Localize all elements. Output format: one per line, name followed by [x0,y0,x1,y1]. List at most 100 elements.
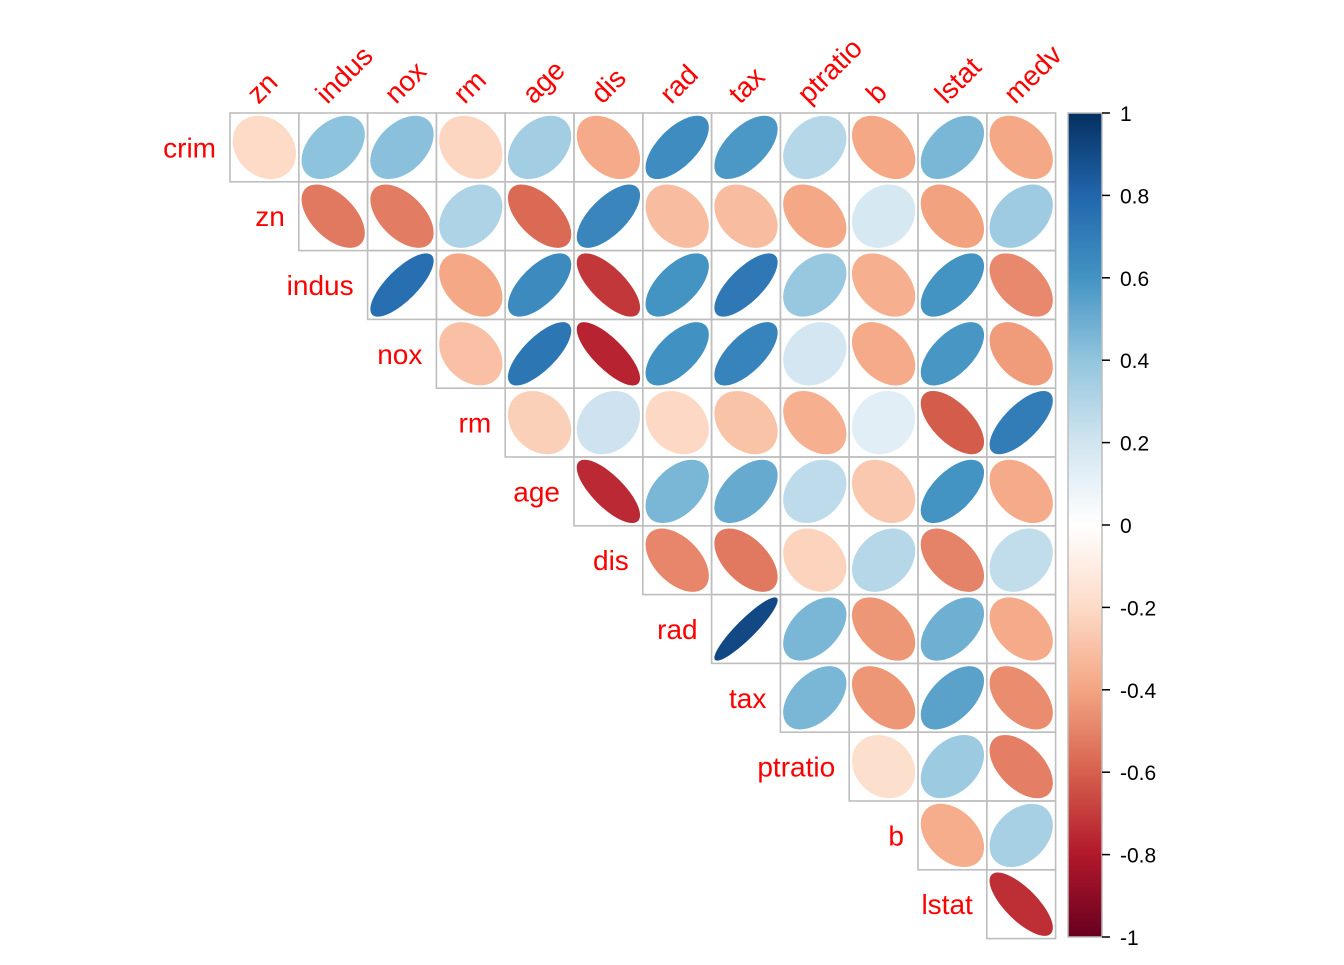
correlation-ellipse [920,115,985,180]
column-label: ptratio [791,32,868,109]
correlation-ellipse [507,115,572,180]
column-label: age [516,54,571,109]
cell-border [985,868,1057,940]
correlation-ellipse [783,322,847,386]
correlation-ellipse [920,597,985,661]
correlation-ellipse [370,184,434,248]
correlation-ellipse [920,322,985,386]
correlation-ellipse [851,459,916,524]
correlation-ellipse [920,803,985,868]
correlation-ellipse [714,322,778,386]
row-label: rm [459,408,492,439]
column-label: rad [654,59,705,110]
correlation-ellipse [714,597,778,661]
row-label: dis [593,545,629,576]
correlation-ellipse [301,115,365,180]
correlation-ellipse [851,666,916,730]
correlation-ellipse [920,666,985,730]
correlation-ellipse [920,253,985,317]
colorbar-tick-label: 0.8 [1120,185,1149,208]
correlation-ellipse [576,115,641,180]
correlation-ellipse [851,115,916,180]
colorbar-tick-label: -0.4 [1120,680,1157,703]
correlation-ellipse [851,253,916,317]
correlation-ellipse [576,390,641,455]
correlation-ellipse [645,322,709,386]
row-label: lstat [921,889,973,920]
correlation-ellipse [576,253,641,317]
correlation-ellipse [920,184,985,248]
colorbar-tick-label: -1 [1120,927,1139,950]
correlation-ellipse [714,390,778,455]
correlation-ellipse [370,115,434,180]
row-label: nox [377,339,422,370]
correlation-ellipse [507,184,572,248]
column-label: lstat [929,51,987,109]
correlation-ellipse [645,459,709,524]
colorbar-tick-label: 1 [1120,103,1132,126]
correlation-ellipse [370,253,434,317]
correlation-ellipse [851,734,916,799]
correlation-ellipse [714,459,778,524]
correlation-ellipse [576,459,641,524]
correlation-ellipse [645,390,709,455]
correlation-ellipse [439,253,503,317]
correlation-ellipse [783,459,847,524]
correlation-ellipse [989,803,1053,868]
colorbar-tick-label: -0.2 [1120,597,1156,620]
correlation-ellipse [645,528,709,592]
correlation-ellipse [714,253,778,317]
correlation-ellipse [989,184,1053,248]
correlation-ellipse [714,115,778,180]
row-label: indus [287,270,354,301]
row-label: tax [729,683,766,714]
correlation-ellipse [851,390,916,455]
colorbar-tick-label: -0.8 [1120,845,1156,868]
row-label: zn [255,201,285,232]
column-label: indus [310,40,379,109]
row-label: age [513,476,560,507]
correlation-ellipse [714,184,778,248]
correlation-ellipse [851,528,916,592]
correlation-ellipse [645,253,709,317]
correlation-ellipse [851,322,916,386]
correlation-ellipse [989,322,1053,386]
colorbar [1067,112,1103,938]
column-label: b [860,76,893,109]
column-label: medv [998,39,1068,109]
row-label: crim [163,132,216,163]
correlation-ellipse [645,115,709,180]
correlation-ellipse [783,666,847,730]
row-label: b [888,820,904,851]
correlation-ellipse [576,184,641,248]
correlation-ellipse [783,253,847,317]
correlation-ellipse [989,253,1053,317]
correlation-ellipse [576,322,641,386]
colorbar-tick-label: -0.6 [1120,762,1156,785]
colorbar-tick-label: 0.4 [1120,350,1150,373]
row-label: rad [657,614,697,645]
correlation-ellipse [920,734,985,799]
correlation-ellipse [783,115,847,180]
correlation-ellipse [989,734,1053,799]
correlation-ellipse [989,390,1053,455]
correlation-ellipse [920,459,985,524]
correlation-ellipse [645,184,709,248]
column-label: zn [241,66,284,109]
colorbar-tick-label: 0.6 [1120,268,1149,291]
correlation-ellipse [920,528,985,592]
column-label: nox [378,55,432,109]
correlation-ellipse [783,597,847,661]
correlation-ellipse [439,184,503,248]
correlation-ellipse [783,528,847,592]
correlation-ellipse [989,528,1053,592]
correlation-ellipse [783,184,847,248]
correlation-ellipse [851,597,916,661]
correlation-ellipse [507,390,572,455]
correlation-ellipse [989,872,1053,936]
column-label: rm [447,64,492,109]
correlation-ellipse [920,390,985,455]
correlation-ellipse [507,253,572,317]
